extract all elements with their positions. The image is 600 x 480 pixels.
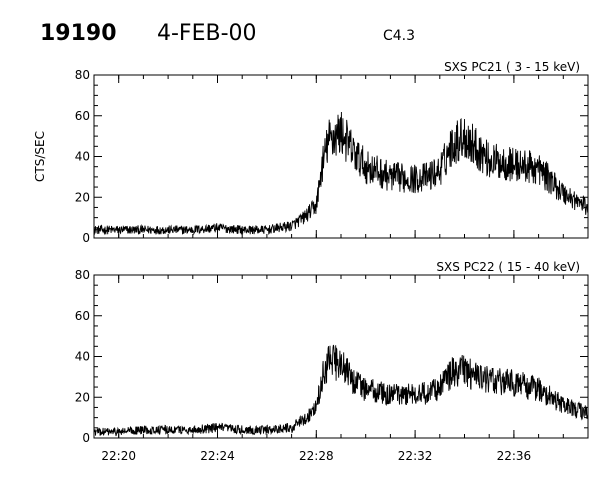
series-line [93,111,589,236]
y-tick-label: 20 [75,390,90,404]
x-tick-label: 22:32 [398,449,433,463]
series-line [93,344,589,437]
panel-title: SXS PC21 ( 3 - 15 keV) [444,60,580,74]
goes-class: C4.3 [383,28,415,44]
x-tick-label: 22:20 [101,449,136,463]
y-tick-label: 0 [82,231,90,245]
x-tick-label: 22:36 [497,449,532,463]
y-tick-label: 60 [75,109,90,123]
x-tick-label: 22:24 [200,449,235,463]
x-tick-label: 22:28 [299,449,334,463]
y-axis-label: CTS/SEC [33,131,47,182]
event-id: 19190 [40,21,117,46]
y-tick-label: 80 [75,68,90,82]
y-tick-label: 40 [75,150,90,164]
panel-pc21: SXS PC21 ( 3 - 15 keV) 0 20 40 60 80 CTS/SEC [33,60,589,245]
y-tick-label: 80 [75,268,90,282]
event-date: 4-FEB-00 [157,21,257,46]
y-tick-label: 20 [75,190,90,204]
y-tick-label: 0 [82,431,90,445]
y-tick-label: 60 [75,309,90,323]
panel-title: SXS PC22 ( 15 - 40 keV) [436,260,580,274]
plot-frame [93,74,589,239]
y-tick-label: 40 [75,350,90,364]
panel-pc22: SXS PC22 ( 15 - 40 keV) 0 20 40 60 80 22:20 22:… [75,260,589,463]
